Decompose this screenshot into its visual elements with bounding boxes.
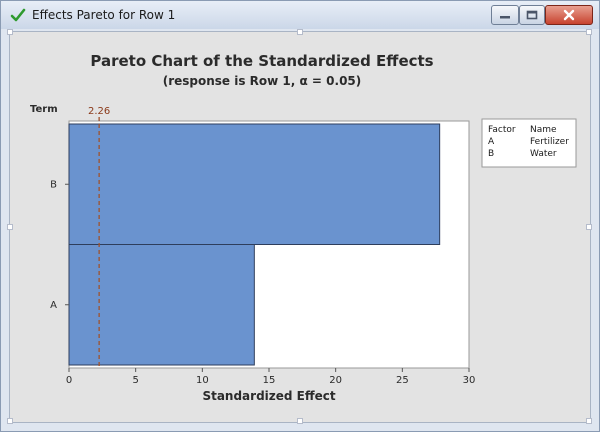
check-icon	[10, 8, 26, 22]
chart-subtitle: (response is Row 1, α = 0.05)	[163, 74, 362, 88]
title-bar[interactable]: Effects Pareto for Row 1	[1, 1, 599, 29]
y-ticks-group: BA	[50, 179, 69, 311]
window-title: Effects Pareto for Row 1	[32, 8, 176, 22]
bar-a	[68, 244, 255, 366]
resize-handle[interactable]	[7, 29, 13, 35]
resize-handle[interactable]	[297, 29, 303, 35]
close-button[interactable]	[545, 5, 593, 25]
x-tick-label-25: 25	[396, 375, 409, 386]
bars-group	[68, 123, 441, 366]
reference-line-label: 2.26	[88, 106, 110, 117]
x-tick-label-15: 15	[263, 375, 276, 386]
resize-handle[interactable]	[586, 418, 592, 424]
minimize-icon	[500, 16, 510, 19]
x-tick-label-30: 30	[463, 375, 476, 386]
close-icon	[563, 9, 575, 21]
legend-name-a: Fertilizer	[530, 137, 569, 147]
y-tick-label-b: B	[50, 179, 57, 190]
legend-factor-b: B	[488, 149, 494, 159]
bar-b	[68, 123, 441, 245]
maximize-icon	[526, 10, 538, 20]
resize-handle[interactable]	[586, 224, 592, 230]
chart-area: Pareto Chart of the Standardized Effects…	[7, 29, 592, 424]
reference-line-group: 2.26	[88, 106, 110, 368]
legend-header-name: Name	[530, 125, 557, 135]
legend-header-factor: Factor	[488, 125, 516, 135]
resize-handle[interactable]	[7, 418, 13, 424]
x-tick-label-10: 10	[196, 375, 209, 386]
legend: Factor Name A Fertilizer B Water	[481, 118, 577, 168]
y-axis-label: Term	[30, 104, 58, 115]
x-tick-label-0: 0	[66, 375, 72, 386]
pareto-chart: Pareto Chart of the Standardized Effects…	[30, 52, 577, 403]
chart-title: Pareto Chart of the Standardized Effects	[90, 52, 433, 70]
y-tick-label-a: A	[50, 300, 57, 311]
maximize-button[interactable]	[519, 5, 545, 25]
resize-handle[interactable]	[297, 418, 303, 424]
legend-box	[481, 118, 577, 168]
legend-name-b: Water	[530, 149, 557, 159]
x-tick-label-5: 5	[132, 375, 138, 386]
minimize-button[interactable]	[491, 5, 519, 25]
x-tick-label-20: 20	[329, 375, 342, 386]
x-ticks-group: 0 5 10 15 20 25 30	[66, 368, 476, 386]
legend-factor-a: A	[488, 137, 495, 147]
resize-handle[interactable]	[7, 224, 13, 230]
resize-handle[interactable]	[586, 29, 592, 35]
x-axis-label: Standardized Effect	[202, 389, 335, 403]
